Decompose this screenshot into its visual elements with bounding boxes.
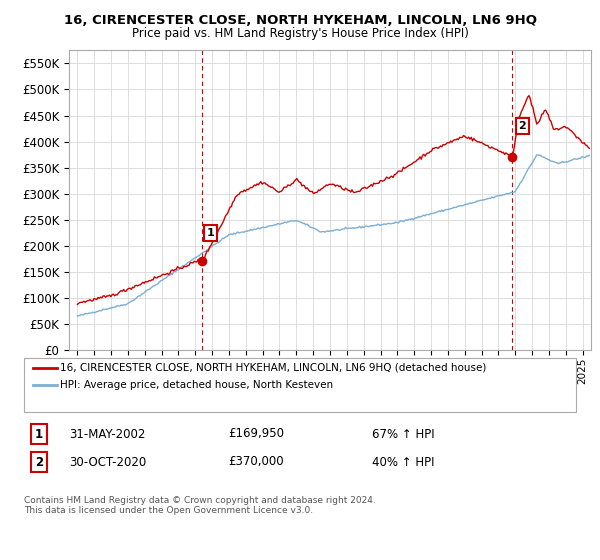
Text: Price paid vs. HM Land Registry's House Price Index (HPI): Price paid vs. HM Land Registry's House …	[131, 27, 469, 40]
Text: Contains HM Land Registry data © Crown copyright and database right 2024.
This d: Contains HM Land Registry data © Crown c…	[24, 496, 376, 515]
Text: £370,000: £370,000	[228, 455, 284, 469]
Text: 31-MAY-2002: 31-MAY-2002	[69, 427, 145, 441]
Text: £169,950: £169,950	[228, 427, 284, 441]
Text: 1: 1	[207, 228, 215, 238]
Text: 2: 2	[518, 121, 526, 131]
Text: 67% ↑ HPI: 67% ↑ HPI	[372, 427, 434, 441]
Text: 16, CIRENCESTER CLOSE, NORTH HYKEHAM, LINCOLN, LN6 9HQ: 16, CIRENCESTER CLOSE, NORTH HYKEHAM, LI…	[64, 14, 536, 27]
Text: 30-OCT-2020: 30-OCT-2020	[69, 455, 146, 469]
Text: 40% ↑ HPI: 40% ↑ HPI	[372, 455, 434, 469]
Text: 2: 2	[35, 455, 43, 469]
Text: 1: 1	[35, 427, 43, 441]
Text: HPI: Average price, detached house, North Kesteven: HPI: Average price, detached house, Nort…	[60, 380, 333, 390]
Text: 16, CIRENCESTER CLOSE, NORTH HYKEHAM, LINCOLN, LN6 9HQ (detached house): 16, CIRENCESTER CLOSE, NORTH HYKEHAM, LI…	[60, 363, 487, 373]
